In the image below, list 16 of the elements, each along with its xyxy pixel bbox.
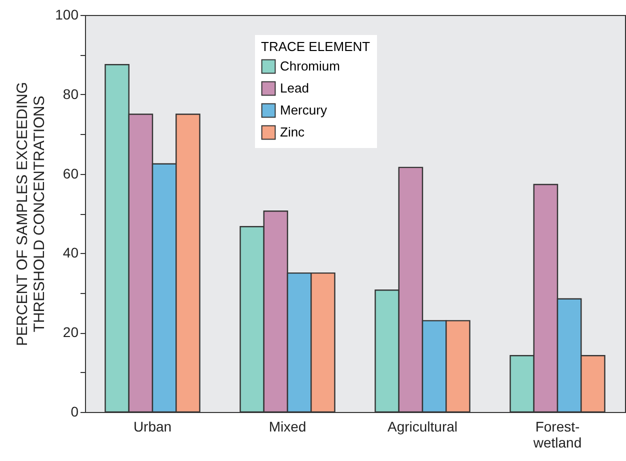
legend-label: Chromium [280,58,340,74]
x-tick-label: Agricultural [387,418,458,434]
legend-label: Lead [280,80,309,96]
x-tick-label: Mixed [268,418,306,434]
y-tick-label: 60 [62,165,79,182]
legend-label: Zinc [280,124,306,140]
y-axis-title: PERCENT OF SAMPLES EXCEEDING THRESHOLD CONCENTRATIONS [14,82,48,346]
y-tick-label: 0 [70,404,79,420]
x-tick-label: Urban [133,418,172,434]
y-tick-label: 20 [62,324,79,340]
y-tick-label: 80 [62,86,79,102]
y-tick-label: 40 [62,244,79,261]
legend-label: Mercury [280,102,328,118]
x-tick-label: Forest- wetland [532,418,582,450]
legend-title: TRACE ELEMENT [261,39,370,54]
y-tick-label: 100 [55,6,79,22]
